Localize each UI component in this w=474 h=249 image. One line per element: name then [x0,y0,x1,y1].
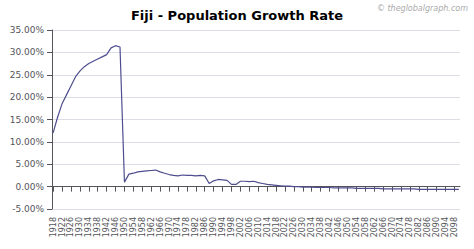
svg-text:2090: 2090 [432,217,441,237]
svg-text:2094: 2094 [441,217,450,237]
svg-text:1994: 1994 [218,217,227,237]
svg-text:2098: 2098 [450,217,459,237]
svg-text:2018: 2018 [272,217,281,237]
svg-text:1970: 1970 [165,217,174,237]
svg-text:1998: 1998 [227,217,236,237]
svg-text:2002: 2002 [236,217,245,237]
svg-text:1922: 1922 [58,217,67,237]
svg-text:1954: 1954 [129,217,138,237]
svg-text:1962: 1962 [147,217,156,237]
svg-text:2010: 2010 [254,217,263,237]
svg-text:10.00%: 10.00% [10,137,45,147]
svg-text:2006: 2006 [245,217,254,237]
svg-text:-5.00%: -5.00% [12,204,44,214]
svg-text:2082: 2082 [414,217,423,237]
svg-text:2078: 2078 [405,217,414,237]
svg-text:1966: 1966 [156,217,165,237]
svg-text:Fiji - Population Growth Rate: Fiji - Population Growth Rate [131,8,343,23]
svg-text:2026: 2026 [289,217,298,237]
svg-text:20.00%: 20.00% [10,92,45,102]
svg-text:1938: 1938 [93,217,102,237]
svg-text:1934: 1934 [84,217,93,237]
svg-text:15.00%: 15.00% [10,115,45,125]
svg-text:1974: 1974 [173,217,182,237]
svg-text:30.00%: 30.00% [10,47,45,57]
svg-text:2062: 2062 [370,217,379,237]
svg-text:2066: 2066 [379,217,388,237]
svg-text:2050: 2050 [343,217,352,237]
svg-text:1986: 1986 [200,217,209,237]
svg-text:2086: 2086 [423,217,432,237]
svg-text:1930: 1930 [75,217,84,237]
svg-text:1982: 1982 [191,217,200,237]
svg-text:2030: 2030 [298,217,307,237]
svg-text:1978: 1978 [182,217,191,237]
svg-text:2014: 2014 [263,217,272,237]
svg-text:2038: 2038 [316,217,325,237]
svg-text:1946: 1946 [111,217,120,237]
svg-text:1918: 1918 [49,217,58,237]
svg-text:2042: 2042 [325,217,334,237]
svg-text:35.00%: 35.00% [10,25,45,35]
svg-text:1942: 1942 [102,217,111,237]
svg-text:1926: 1926 [66,217,75,237]
svg-text:2022: 2022 [280,217,289,237]
svg-text:5.00%: 5.00% [15,159,44,169]
svg-text:2054: 2054 [352,217,361,237]
svg-text:1958: 1958 [138,217,147,237]
svg-text:0.00%: 0.00% [15,182,44,192]
svg-text:2046: 2046 [334,217,343,237]
svg-text:© theglobalgraph.com: © theglobalgraph.com [377,4,468,13]
svg-text:1990: 1990 [209,217,218,237]
svg-text:2070: 2070 [388,217,397,237]
svg-text:25.00%: 25.00% [10,70,45,80]
svg-text:2058: 2058 [361,217,370,237]
svg-text:1950: 1950 [120,217,129,237]
svg-text:2074: 2074 [396,217,405,237]
svg-text:2034: 2034 [307,217,316,237]
